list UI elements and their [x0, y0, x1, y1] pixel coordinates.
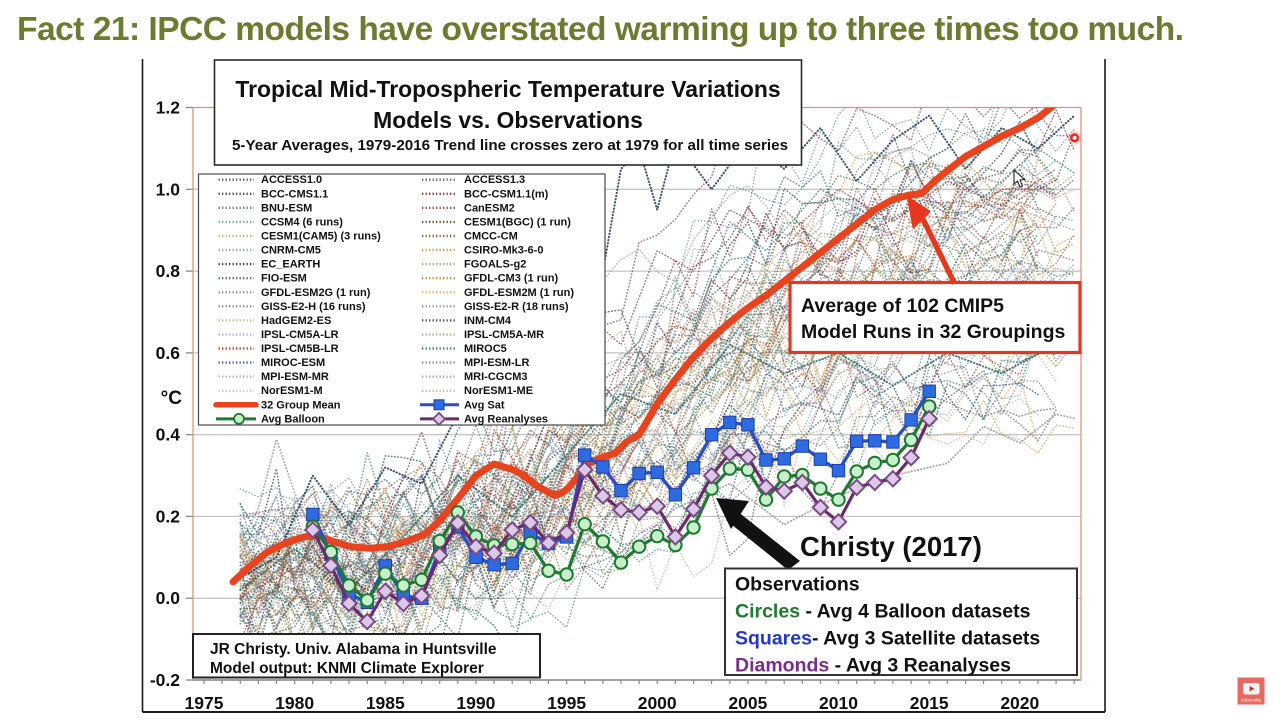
svg-text:Avg Reanalyses: Avg Reanalyses: [464, 413, 548, 425]
svg-text:1.2: 1.2: [156, 98, 181, 118]
svg-text:1.0: 1.0: [156, 179, 181, 199]
svg-text:MIROC-ESM: MIROC-ESM: [261, 357, 325, 369]
svg-text:0.2: 0.2: [156, 506, 181, 526]
svg-text:1995: 1995: [547, 693, 586, 713]
svg-text:MIROC5: MIROC5: [464, 343, 507, 355]
svg-text:MPI-ESM-LR: MPI-ESM-LR: [464, 357, 529, 369]
svg-text:5-Year Averages, 1979-2016 Tre: 5-Year Averages, 1979-2016 Trend line cr…: [232, 137, 788, 154]
svg-text:CNRM-CM5: CNRM-CM5: [261, 245, 321, 257]
svg-text:BNU-ESM: BNU-ESM: [261, 202, 312, 214]
svg-text:FIO-ESM: FIO-ESM: [261, 273, 307, 285]
svg-text:2005: 2005: [728, 693, 767, 713]
svg-text:CSIRO-Mk3-6-0: CSIRO-Mk3-6-0: [464, 245, 543, 257]
svg-text:Christy (2017): Christy (2017): [800, 531, 982, 562]
svg-text:Observations: Observations: [735, 574, 860, 596]
svg-text:0.0: 0.0: [156, 588, 181, 608]
svg-text:ACCESS1.3: ACCESS1.3: [464, 174, 525, 186]
svg-text:HadGEM2-ES: HadGEM2-ES: [261, 315, 331, 327]
svg-text:Tropical Mid-Tropospheric Temp: Tropical Mid-Tropospheric Temperature Va…: [235, 76, 780, 102]
svg-text:0.4: 0.4: [156, 425, 181, 445]
svg-text:NorESM1-ME: NorESM1-ME: [464, 385, 533, 397]
svg-text:GFDL-CM3 (1 run): GFDL-CM3 (1 run): [464, 273, 558, 285]
svg-text:GFDL-ESM2M (1 run): GFDL-ESM2M (1 run): [464, 287, 574, 299]
svg-text:Avg Balloon: Avg Balloon: [261, 413, 325, 425]
svg-text:0.6: 0.6: [156, 343, 181, 363]
svg-text:2015: 2015: [910, 693, 949, 713]
svg-text:Circles - Avg 4 Balloon datase: Circles - Avg 4 Balloon datasets: [735, 601, 1031, 623]
svg-text:Model output: KNMI Climate Exp: Model output: KNMI Climate Explorer: [210, 660, 484, 677]
svg-text:Diamonds - Avg 3 Reanalyses: Diamonds - Avg 3 Reanalyses: [735, 655, 1011, 677]
svg-text:32 Group Mean: 32 Group Mean: [261, 399, 341, 411]
svg-text:IPSL-CM5A-MR: IPSL-CM5A-MR: [464, 329, 544, 341]
svg-text:CESM1(BGC) (1 run): CESM1(BGC) (1 run): [464, 216, 571, 228]
svg-text:EC_EARTH: EC_EARTH: [261, 259, 320, 271]
svg-text:-0.2: -0.2: [150, 670, 180, 690]
svg-text:1985: 1985: [366, 693, 405, 713]
svg-text:Model Runs in 32 Groupings: Model Runs in 32 Groupings: [801, 321, 1066, 343]
svg-text:BCC-CMS1.1: BCC-CMS1.1: [261, 188, 328, 200]
svg-text:CanESM2: CanESM2: [464, 202, 515, 214]
svg-text:FGOALS-g2: FGOALS-g2: [464, 259, 526, 271]
svg-text:MRI-CGCM3: MRI-CGCM3: [464, 371, 528, 383]
svg-text:°C: °C: [161, 388, 183, 409]
svg-text:Squares- Avg 3 Satellite datas: Squares- Avg 3 Satellite datasets: [735, 628, 1040, 650]
svg-text:NorESM1-M: NorESM1-M: [261, 385, 323, 397]
svg-text:INM-CM4: INM-CM4: [464, 315, 512, 327]
svg-text:1975: 1975: [185, 693, 224, 713]
svg-text:BCC-CSM1.1(m): BCC-CSM1.1(m): [464, 188, 549, 200]
svg-text:IPSL-CM5A-LR: IPSL-CM5A-LR: [261, 329, 339, 341]
svg-text:GISS-E2-R (18 runs): GISS-E2-R (18 runs): [464, 301, 569, 313]
svg-text:0.8: 0.8: [156, 261, 181, 281]
svg-text:GFDL-ESM2G (1 run): GFDL-ESM2G (1 run): [261, 287, 371, 299]
svg-text:1990: 1990: [456, 693, 495, 713]
svg-text:Models vs. Observations: Models vs. Observations: [373, 107, 643, 133]
svg-text:JR Christy. Univ. Alabama in H: JR Christy. Univ. Alabama in Huntsville: [210, 641, 497, 658]
svg-text:1980: 1980: [275, 693, 314, 713]
svg-text:MPI-ESM-MR: MPI-ESM-MR: [261, 371, 329, 383]
svg-text:2010: 2010: [819, 693, 858, 713]
svg-text:2020: 2020: [1000, 693, 1039, 713]
svg-text:IPSL-CM5B-LR: IPSL-CM5B-LR: [261, 343, 339, 355]
svg-text:GISS-E2-H (16 runs): GISS-E2-H (16 runs): [261, 301, 366, 313]
svg-text:CESM1(CAM5) (3 runs): CESM1(CAM5) (3 runs): [261, 231, 381, 243]
svg-text:ACCESS1.0: ACCESS1.0: [261, 174, 322, 186]
svg-text:2000: 2000: [638, 693, 677, 713]
svg-text:Subscribe: Subscribe: [1241, 698, 1262, 703]
svg-text:CMCC-CM: CMCC-CM: [464, 231, 518, 243]
svg-text:CCSM4 (6 runs): CCSM4 (6 runs): [261, 216, 343, 228]
svg-text:Avg Sat: Avg Sat: [464, 399, 505, 411]
svg-text:Average of 102 CMIP5: Average of 102 CMIP5: [801, 295, 1004, 317]
